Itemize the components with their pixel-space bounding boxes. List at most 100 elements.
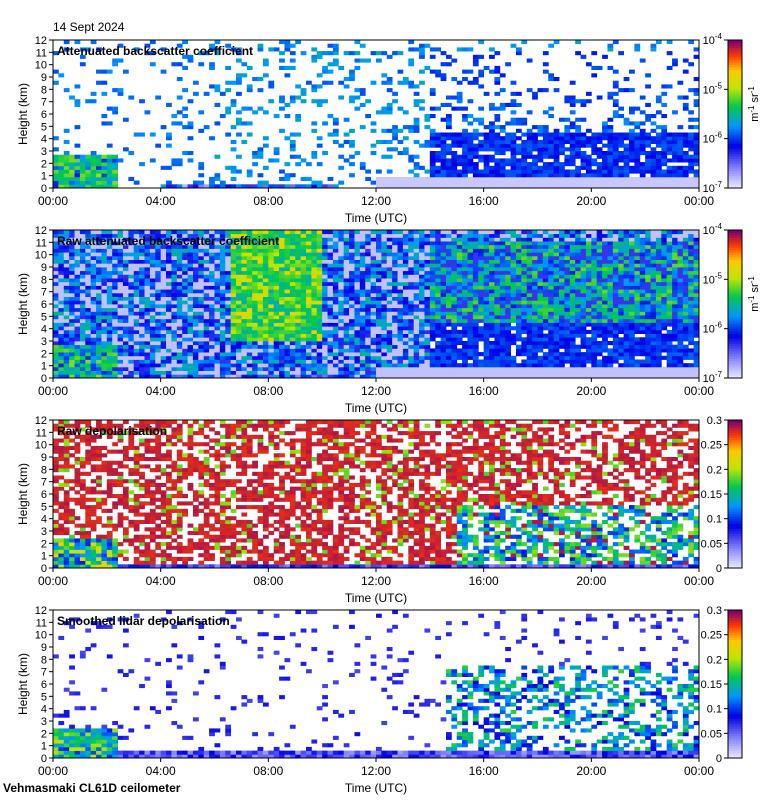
heatmap-cell xyxy=(160,285,167,290)
heatmap-cell xyxy=(90,300,97,305)
heatmap-cell xyxy=(489,355,495,360)
heatmap-cell xyxy=(241,329,248,334)
heatmap-cell xyxy=(279,106,285,111)
heatmap-cell xyxy=(230,285,237,290)
heatmap-cell xyxy=(677,136,684,141)
heatmap-cell xyxy=(306,359,312,364)
heatmap-cell xyxy=(359,304,366,309)
heatmap-cell xyxy=(257,248,264,253)
heatmap-cell xyxy=(112,326,118,331)
heatmap-cell xyxy=(370,348,377,353)
heatmap-cell xyxy=(106,252,113,257)
heatmap-cell xyxy=(483,143,490,148)
heatmap-cell xyxy=(682,102,689,107)
heatmap-cell xyxy=(445,121,452,126)
heatmap-cell xyxy=(354,40,361,45)
heatmap-cell xyxy=(429,143,436,148)
heatmap-cell xyxy=(63,169,70,174)
heatmap-cell xyxy=(365,114,372,119)
heatmap-cell xyxy=(424,180,431,185)
heatmap-cell xyxy=(284,285,291,290)
heatmap-cell xyxy=(284,352,291,357)
heatmap-cell xyxy=(338,348,345,353)
heatmap-cell xyxy=(494,117,501,122)
heatmap-cell xyxy=(349,248,355,253)
heatmap-cell xyxy=(90,348,97,353)
heatmap-cell xyxy=(569,139,576,144)
heatmap-cell xyxy=(63,128,70,133)
heatmap-cell xyxy=(149,370,156,375)
heatmap-cell xyxy=(96,337,102,342)
heatmap-cell xyxy=(349,173,355,178)
heatmap-cell xyxy=(284,374,291,379)
heatmap-cell xyxy=(494,91,501,96)
heatmap-cell xyxy=(96,315,102,320)
heatmap-cell xyxy=(176,315,183,320)
heatmap-cell xyxy=(289,241,296,246)
heatmap-cell xyxy=(90,230,97,235)
heatmap-cell xyxy=(160,370,167,375)
heatmap-cell xyxy=(58,300,65,305)
heatmap-cell xyxy=(171,300,178,305)
heatmap-cell xyxy=(559,184,565,189)
heatmap-cell xyxy=(85,348,92,353)
heatmap-cell xyxy=(618,158,625,163)
heatmap-cell xyxy=(316,248,323,253)
colorbar-segment xyxy=(728,148,742,152)
heatmap-cell xyxy=(182,322,188,327)
heatmap-cell xyxy=(623,162,630,167)
heatmap-cell xyxy=(53,315,59,320)
heatmap-cell xyxy=(144,296,151,301)
heatmap-cell xyxy=(96,80,102,85)
heatmap-cell xyxy=(182,40,188,45)
heatmap-cell xyxy=(160,329,167,334)
heatmap-cell xyxy=(160,248,167,253)
heatmap-cell xyxy=(155,281,162,286)
heatmap-cell xyxy=(295,233,302,238)
heatmap-cell xyxy=(435,180,441,185)
heatmap-cell xyxy=(112,292,118,297)
heatmap-cell xyxy=(214,326,221,331)
heatmap-cell xyxy=(537,139,544,144)
heatmap-cell xyxy=(85,333,92,338)
heatmap-cell xyxy=(122,252,129,257)
heatmap-cell xyxy=(359,233,366,238)
heatmap-cell xyxy=(386,289,393,294)
heatmap-cell xyxy=(370,344,377,349)
heatmap-cell xyxy=(225,244,232,249)
heatmap-cell xyxy=(284,233,291,238)
heatmap-cell xyxy=(515,47,522,52)
heatmap-cell xyxy=(273,255,280,260)
heatmap-cell xyxy=(262,267,269,272)
heatmap-cell xyxy=(74,241,81,246)
heatmap-cell xyxy=(645,169,651,174)
heatmap-cell xyxy=(160,352,167,357)
heatmap-cell xyxy=(236,237,242,242)
heatmap-cell xyxy=(548,147,555,152)
heatmap-cell xyxy=(96,69,102,74)
heatmap-cell xyxy=(386,285,393,290)
heatmap-cell xyxy=(246,348,253,353)
heatmap-cell xyxy=(160,333,167,338)
heatmap-cell xyxy=(445,366,452,371)
heatmap-cell xyxy=(445,359,452,364)
heatmap-cell xyxy=(435,244,441,249)
heatmap-cell xyxy=(440,158,447,163)
heatmap-cell xyxy=(117,278,124,283)
heatmap-cell xyxy=(139,237,145,242)
heatmap-cell xyxy=(381,110,388,115)
heatmap-cell xyxy=(295,252,302,257)
heatmap-cell xyxy=(236,300,242,305)
heatmap-cell xyxy=(273,233,280,238)
heatmap-cell xyxy=(203,352,210,357)
heatmap-cell xyxy=(392,326,398,331)
heatmap-cell xyxy=(225,230,232,235)
heatmap-cell xyxy=(359,300,366,305)
heatmap-cell xyxy=(316,292,323,297)
heatmap-cell xyxy=(252,322,258,327)
heatmap-cell xyxy=(262,73,269,78)
heatmap-cell xyxy=(370,355,377,360)
heatmap-cell xyxy=(376,292,382,297)
heatmap-cell xyxy=(289,99,296,104)
heatmap-cell xyxy=(101,307,108,312)
